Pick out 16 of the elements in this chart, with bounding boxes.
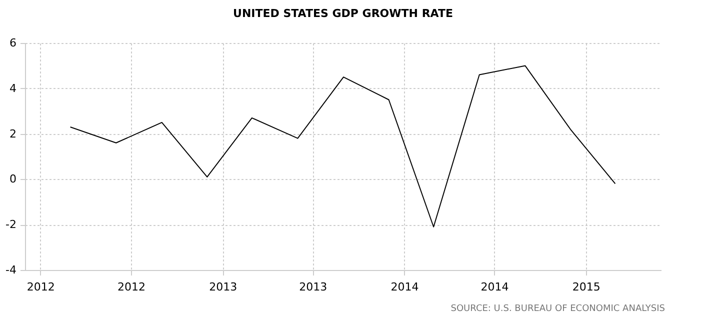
x-tick-label: 2015 [572,280,600,294]
x-tick-label: 2014 [480,280,509,294]
x-tick-label: 2012 [26,280,55,294]
line-series [70,65,616,228]
y-tick-label: -2 [6,218,16,232]
x-tick-label: 2012 [118,280,146,294]
x-tick-label: 2014 [390,280,419,294]
x-tick-label: 2013 [209,280,238,294]
x-tick-label: 2013 [299,280,328,294]
y-tick-label: 4 [10,82,16,95]
y-tick-label: 2 [10,127,16,140]
y-tick-label: 0 [10,172,16,186]
source-note: SOURCE: U.S. BUREAU OF ECONOMIC ANALYSIS [450,304,666,314]
y-tick-label: -4 [6,264,16,276]
chart-title: UNITED STATES GDP GROWTH RATE [233,7,453,20]
y-tick-label: 6 [10,36,16,50]
